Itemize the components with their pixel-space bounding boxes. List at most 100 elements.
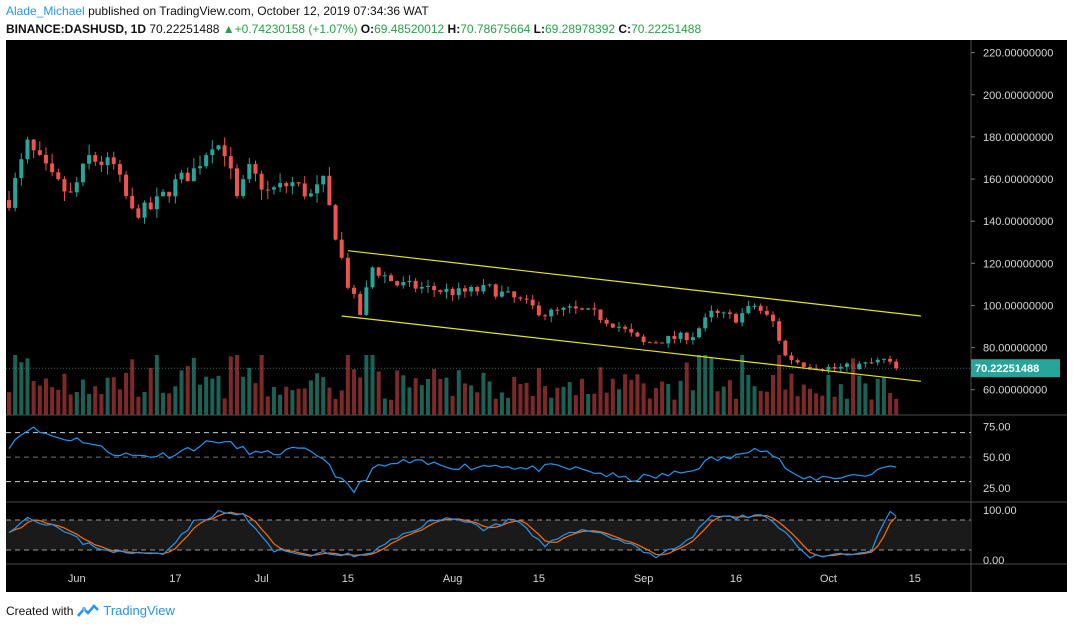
volume-bar: [783, 389, 788, 415]
candle-body: [80, 163, 85, 183]
high-label: H:: [447, 22, 461, 36]
candle-body: [777, 321, 782, 341]
candle-body: [271, 187, 276, 190]
volume-bar: [641, 383, 646, 415]
volume-bar: [715, 391, 720, 415]
price-tick-label: 180.00000000: [983, 132, 1053, 144]
candle: [222, 137, 227, 167]
volume-bar: [124, 372, 129, 415]
candle: [228, 146, 233, 180]
volume-bar: [721, 386, 726, 415]
volume-bar: [777, 355, 782, 415]
publish-info: Alade_Michael published on TradingView.c…: [6, 4, 429, 18]
candle-body: [50, 163, 55, 173]
candle-body: [462, 288, 467, 292]
candle-body: [512, 291, 517, 298]
candle-body: [573, 306, 578, 309]
candle: [173, 174, 178, 204]
candle-body: [413, 280, 418, 289]
candle-body: [623, 326, 628, 329]
candle: [690, 332, 695, 345]
candle-body: [56, 172, 61, 180]
candle-body: [210, 149, 215, 156]
candle-body: [801, 362, 806, 368]
rsi-tick-label: 50.00: [983, 452, 1011, 464]
volume-bar: [795, 396, 800, 415]
candle: [204, 152, 209, 169]
candle: [259, 170, 264, 200]
candle: [580, 307, 584, 311]
candle: [62, 176, 67, 202]
candle: [623, 324, 628, 333]
volume-bar: [512, 376, 517, 415]
trading-chart[interactable]: 220.00000000200.00000000180.00000000160.…: [6, 40, 1067, 592]
volume-bar: [364, 355, 369, 415]
volume-bar: [395, 370, 400, 415]
candle-body: [389, 275, 393, 282]
candle: [7, 190, 11, 211]
candle-body: [130, 195, 135, 209]
volume-bar: [820, 395, 825, 415]
candle: [771, 311, 775, 327]
volume-bar: [62, 373, 67, 415]
volume-bar: [382, 398, 387, 415]
tradingview-logo-icon: [77, 603, 100, 617]
volume-bar: [216, 375, 221, 415]
candle: [641, 334, 646, 346]
candle: [161, 189, 166, 197]
candle-body: [807, 367, 812, 369]
volume-bar: [136, 396, 141, 415]
change-up-icon: ▲: [222, 22, 235, 36]
volume-bar: [130, 359, 135, 415]
candle: [456, 282, 461, 300]
candle: [419, 281, 424, 294]
volume-bar: [358, 377, 363, 415]
candle: [74, 176, 79, 197]
candle-body: [142, 202, 147, 218]
volume-bar: [740, 355, 745, 415]
last-price-tag-label: 70.22251488: [975, 363, 1039, 375]
volume-bar: [25, 358, 30, 415]
volume-bar: [746, 374, 751, 415]
candle: [512, 291, 517, 303]
author-link[interactable]: Alade_Michael: [6, 4, 85, 18]
candle: [142, 200, 147, 224]
candle: [493, 283, 498, 300]
volume-bar: [469, 385, 474, 415]
candle-body: [487, 284, 492, 286]
volume-bar: [826, 374, 831, 415]
volume-bar: [660, 381, 665, 415]
candle: [154, 187, 159, 218]
volume-bar: [832, 396, 837, 415]
candle: [469, 285, 474, 297]
candle-body: [857, 363, 862, 370]
candle: [124, 171, 129, 200]
candle-body: [869, 362, 874, 364]
rsi-line: [8, 426, 897, 494]
candle: [672, 330, 677, 344]
candle: [413, 277, 418, 293]
candle: [653, 340, 658, 344]
candle-body: [604, 319, 609, 324]
candle: [425, 279, 430, 294]
volume-bar: [74, 392, 79, 415]
candle: [586, 307, 591, 311]
candle: [382, 271, 387, 284]
candle: [327, 167, 332, 206]
candle-body: [308, 193, 313, 197]
time-tick-label: 15: [909, 573, 921, 585]
candle-body: [191, 168, 196, 182]
candle: [438, 289, 443, 295]
volume-bar: [678, 380, 683, 415]
stoch-tick-label: 0.00: [983, 555, 1004, 567]
volume-bar: [475, 392, 480, 415]
volume-bar: [703, 355, 708, 415]
candle-body: [653, 342, 658, 344]
candle-body: [407, 280, 412, 283]
candle: [610, 323, 615, 329]
candle-body: [179, 172, 184, 180]
tradingview-brand[interactable]: TradingView: [103, 603, 175, 618]
candle: [758, 303, 763, 315]
volume-bar: [43, 378, 48, 415]
volume-bar: [185, 366, 190, 415]
